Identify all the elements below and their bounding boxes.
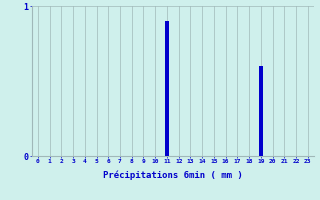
X-axis label: Précipitations 6min ( mm ): Précipitations 6min ( mm ) [103, 170, 243, 180]
Bar [165, 21, 169, 156]
Bar [259, 66, 262, 156]
